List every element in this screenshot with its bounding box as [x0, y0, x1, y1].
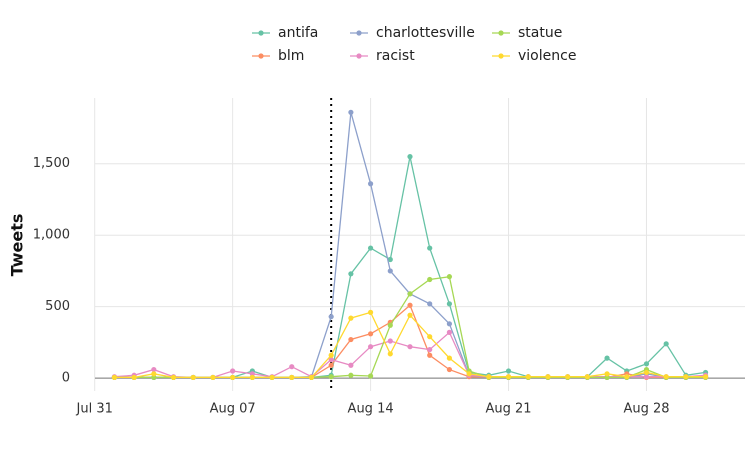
data-point — [427, 352, 433, 358]
data-point — [387, 351, 393, 357]
legend-label: blm — [278, 48, 304, 64]
data-point — [446, 321, 453, 327]
y-tick-label: 1,500 — [33, 156, 70, 171]
data-point — [269, 374, 275, 381]
data-point — [427, 276, 433, 283]
data-point — [663, 341, 669, 347]
data-point — [210, 374, 216, 381]
data-point — [525, 374, 531, 380]
data-point — [151, 371, 157, 377]
data-point — [367, 309, 374, 315]
data-point — [446, 355, 453, 361]
data-point — [702, 374, 709, 380]
legend-swatch — [356, 53, 362, 59]
data-point — [407, 291, 413, 297]
data-point — [151, 366, 157, 373]
data-point — [151, 374, 157, 381]
y-axis-label: Tweets — [8, 214, 27, 277]
data-point — [643, 369, 650, 376]
data-point — [446, 301, 453, 307]
data-point — [387, 322, 393, 328]
data-point — [624, 374, 630, 380]
x-tick-label: Aug 21 — [485, 402, 531, 417]
data-point — [466, 371, 472, 377]
data-point — [427, 301, 433, 307]
data-point — [643, 361, 650, 367]
legend-label: antifa — [278, 25, 318, 41]
data-point — [348, 362, 354, 368]
data-point — [111, 374, 118, 381]
data-point — [446, 366, 453, 373]
data-point — [505, 374, 512, 380]
data-point — [348, 315, 354, 321]
x-tick-label: Aug 28 — [623, 402, 669, 417]
data-point — [367, 373, 374, 379]
data-point — [308, 374, 315, 381]
data-point — [387, 338, 393, 344]
data-point — [663, 374, 669, 380]
data-point — [446, 329, 453, 335]
data-point — [427, 245, 433, 251]
data-point — [545, 374, 551, 380]
y-tick-label: 0 — [62, 371, 70, 386]
data-point — [328, 314, 334, 320]
data-point — [328, 352, 334, 358]
data-point — [604, 355, 610, 361]
data-point — [407, 302, 413, 308]
legend-label: violence — [518, 48, 576, 64]
data-point — [170, 374, 177, 381]
data-point — [387, 256, 393, 263]
data-point — [348, 109, 354, 115]
data-point — [249, 371, 255, 377]
data-point — [565, 374, 571, 380]
x-tick-label: Jul 31 — [76, 402, 113, 417]
legend-label: charlottesville — [376, 25, 475, 41]
data-point — [584, 374, 590, 380]
data-point — [230, 374, 236, 381]
legend-swatch — [498, 53, 504, 59]
data-point — [446, 274, 453, 280]
legend-swatch — [258, 30, 264, 36]
legend-swatch — [498, 30, 504, 36]
data-point — [505, 368, 512, 374]
data-point — [328, 362, 334, 368]
data-point — [367, 331, 374, 337]
legend-swatch — [356, 30, 362, 36]
data-point — [407, 312, 413, 318]
data-point — [367, 344, 374, 350]
y-tick-label: 1,000 — [33, 228, 70, 243]
data-point — [407, 154, 413, 160]
series-line — [114, 112, 706, 379]
data-point — [230, 368, 236, 374]
data-point — [348, 271, 354, 277]
data-point — [643, 374, 650, 380]
data-point — [367, 245, 374, 251]
data-point — [348, 372, 354, 378]
data-point — [249, 374, 255, 381]
data-point — [348, 336, 354, 343]
legend-label: racist — [376, 48, 415, 64]
y-tick-label: 500 — [45, 299, 70, 314]
data-point — [289, 364, 295, 370]
x-tick-label: Aug 14 — [348, 402, 394, 417]
data-point — [683, 374, 689, 380]
data-point — [387, 268, 393, 274]
data-point — [131, 374, 137, 381]
data-point — [289, 374, 295, 381]
data-point — [407, 344, 413, 350]
data-point — [190, 374, 196, 381]
data-point — [604, 371, 610, 377]
data-point — [427, 346, 433, 353]
data-point — [604, 374, 610, 381]
data-point — [328, 374, 334, 380]
data-point — [486, 374, 492, 380]
x-tick-label: Aug 07 — [210, 402, 256, 417]
data-point — [367, 181, 374, 187]
series-line — [114, 331, 706, 379]
data-point — [328, 356, 334, 363]
legend-swatch — [258, 53, 264, 59]
data-point — [427, 334, 433, 340]
legend-label: statue — [518, 25, 562, 41]
